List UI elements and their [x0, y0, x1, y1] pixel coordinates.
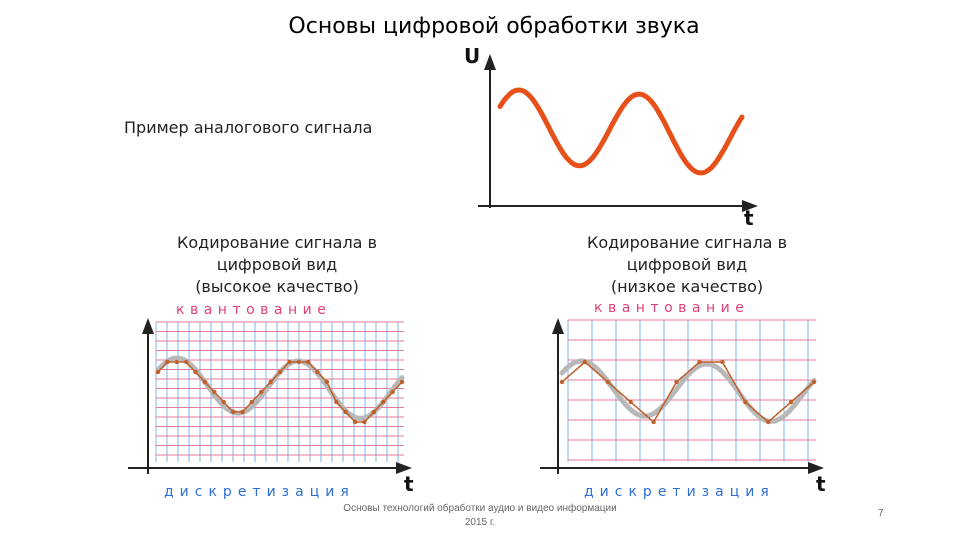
- sample-point: [165, 359, 170, 365]
- sample-point: [811, 379, 817, 385]
- sample-point: [559, 379, 565, 385]
- sample-point: [315, 369, 320, 375]
- footer-line-1: Основы технологий обработки аудио и виде…: [343, 503, 617, 514]
- sample-point: [334, 399, 339, 405]
- sample-point: [582, 359, 588, 365]
- sample-point: [399, 379, 405, 385]
- encoding-low-quality-title: Кодирование сигнала в цифровой вид (низк…: [544, 232, 830, 298]
- sample-point: [287, 359, 292, 365]
- quantization-grid-low: [567, 319, 816, 462]
- sample-point: [249, 399, 254, 405]
- sample-point: [324, 379, 330, 385]
- encoding-low-line-3: (низкое качество): [610, 277, 764, 296]
- sampling-label-low: дискретизация: [584, 484, 775, 500]
- sample-point: [651, 419, 656, 425]
- sample-point: [184, 359, 189, 365]
- t-axis-label-high: t: [404, 472, 414, 496]
- sample-point: [240, 409, 245, 415]
- sample-point: [306, 359, 311, 365]
- sample-points-low: [559, 359, 817, 425]
- sampling-label-high: дискретизация: [164, 484, 355, 500]
- encoding-low-line-1: Кодирование сигнала в: [587, 233, 787, 252]
- quantization-grid-high: [155, 321, 404, 462]
- quantization-label-low: квантование: [594, 300, 750, 316]
- slide-title: Основы цифровой обработки звука: [288, 14, 700, 39]
- footer: Основы технологий обработки аудио и виде…: [320, 502, 640, 530]
- footer-line-2: 2015 г.: [464, 517, 496, 528]
- sample-point: [343, 409, 348, 415]
- sample-point: [174, 359, 179, 365]
- sample-point: [720, 359, 725, 365]
- sample-point: [605, 379, 610, 385]
- sample-point: [381, 399, 386, 405]
- sample-point: [277, 369, 283, 375]
- u-axis-label: U: [464, 44, 481, 68]
- t-axis-label-low: t: [816, 472, 826, 496]
- sample-point: [352, 419, 358, 425]
- sample-point: [743, 399, 748, 405]
- encoding-low-line-2: цифровой вид: [626, 255, 748, 274]
- sample-point: [202, 379, 208, 385]
- sample-point: [230, 409, 236, 415]
- sample-point: [212, 389, 217, 395]
- sample-point: [155, 369, 161, 375]
- analog-axes: [478, 54, 758, 212]
- sample-point: [766, 419, 771, 425]
- sample-point: [628, 399, 633, 405]
- axes-high: [128, 318, 412, 474]
- sample-point: [193, 369, 198, 375]
- encoding-high-line-1: Кодирование сигнала в: [177, 233, 377, 252]
- sample-point: [788, 399, 794, 405]
- encoding-high-line-3: (высокое качество): [195, 277, 359, 296]
- t-axis-label-analog: t: [744, 206, 754, 230]
- encoding-high-line-2: цифровой вид: [216, 255, 338, 274]
- quantization-label-high: квантование: [176, 302, 332, 318]
- analog-signal-caption: Пример аналогового сигнала: [124, 118, 373, 137]
- analog-signal-curve: [497, 87, 745, 176]
- digital-signal-low: [561, 361, 815, 424]
- sample-point: [268, 379, 273, 385]
- axes-low: [540, 318, 824, 474]
- sample-point: [362, 419, 367, 425]
- encoding-high-quality-title: Кодирование сигнала в цифровой вид (высо…: [134, 232, 420, 298]
- page-number: 7: [878, 508, 884, 519]
- sample-point: [259, 389, 264, 395]
- sample-point: [371, 409, 376, 415]
- sample-point: [296, 359, 301, 365]
- sample-point: [674, 379, 679, 385]
- sample-point: [390, 389, 395, 395]
- sample-point: [697, 359, 702, 365]
- smooth-signal-low: [559, 358, 817, 424]
- sample-point: [221, 399, 226, 405]
- sample-points-high: [155, 359, 405, 425]
